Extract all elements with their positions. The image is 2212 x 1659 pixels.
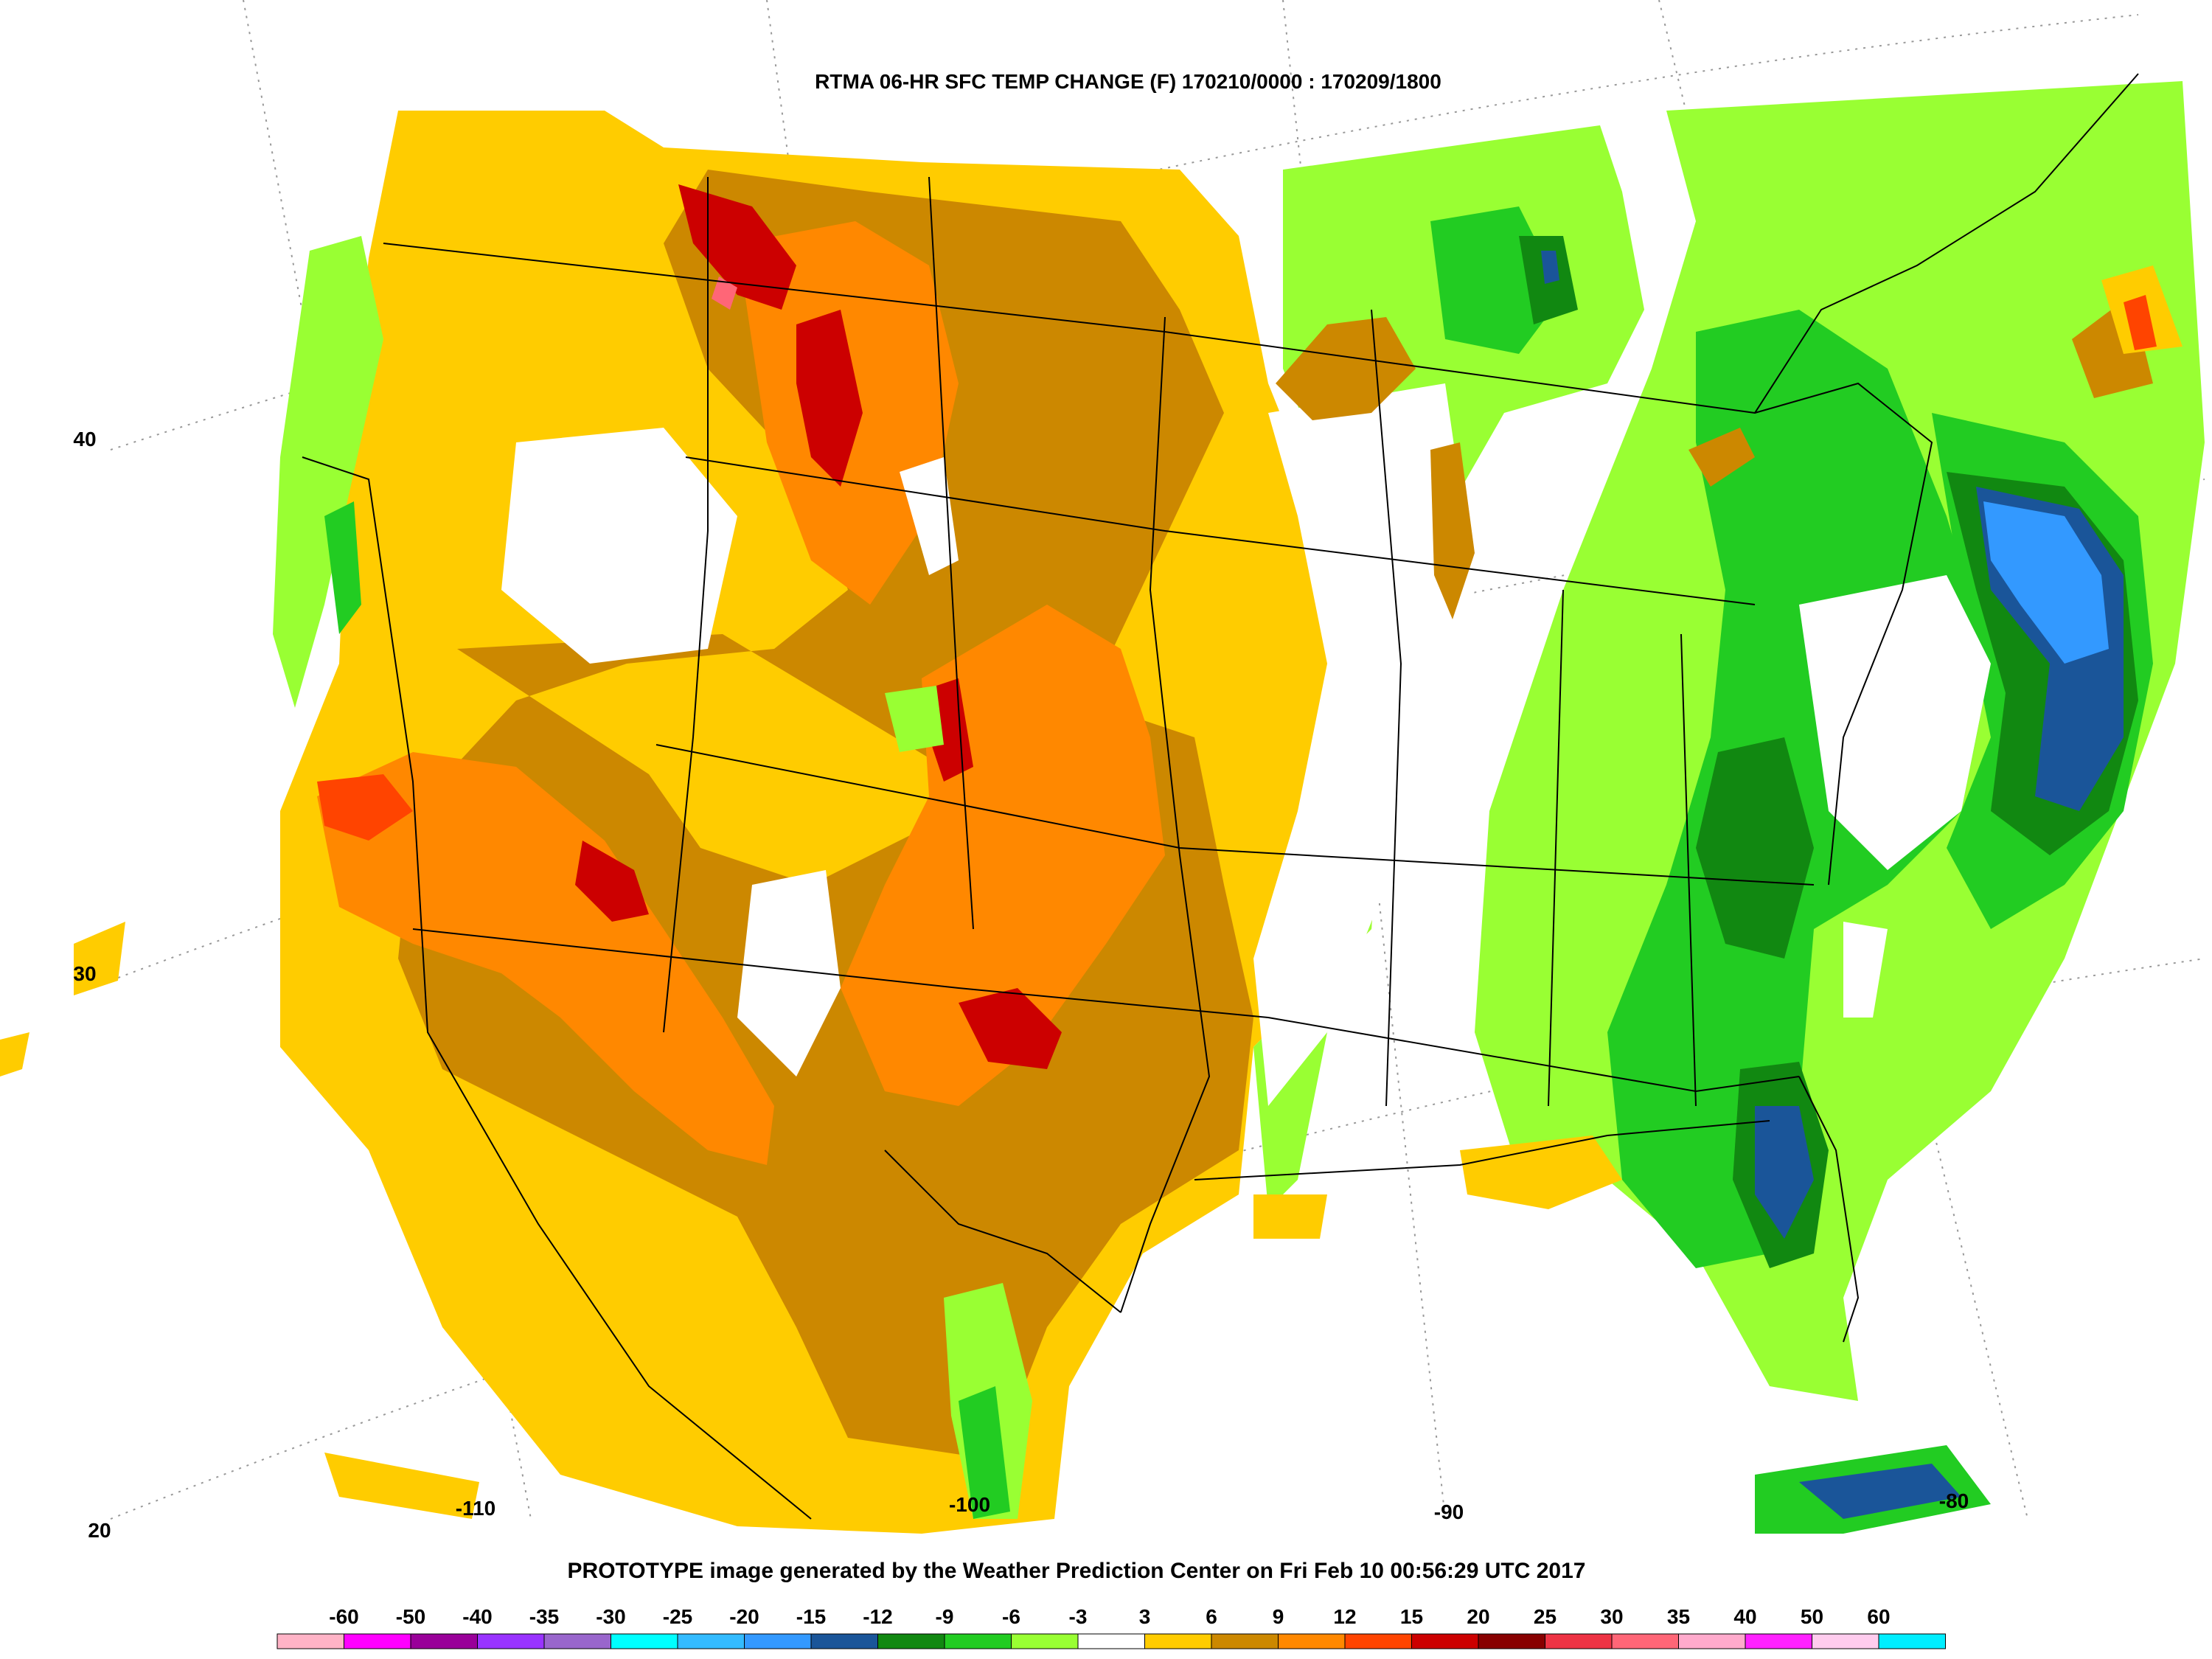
- neutral-patches: [501, 428, 959, 1077]
- warming-offshore-hotspot: [2124, 295, 2157, 350]
- colorbar-swatch: [944, 1633, 1012, 1649]
- colorbar-label: -60: [329, 1605, 358, 1628]
- colorbar-swatch: [877, 1633, 945, 1649]
- colorbar-label: -30: [596, 1605, 625, 1628]
- colorbar-label: 20: [1467, 1605, 1489, 1628]
- colorbar-label: -40: [462, 1605, 492, 1628]
- lon-label-100: -100: [949, 1493, 990, 1516]
- colorbar-label: 3: [1139, 1605, 1151, 1628]
- colorbar-label: 6: [1206, 1605, 1217, 1628]
- colorbar-swatch: [1011, 1633, 1079, 1649]
- colorbar-swatch: [1678, 1633, 1746, 1649]
- warming-region-west: [280, 111, 1386, 1534]
- lat-label-20: 20: [88, 1519, 111, 1542]
- lon-label-90: -90: [1434, 1500, 1464, 1523]
- colorbar-swatch: [410, 1633, 478, 1649]
- colorbar-swatch: [543, 1633, 611, 1649]
- neutral-central: [1253, 383, 1991, 1106]
- colorbar-label: -3: [1069, 1605, 1088, 1628]
- colorbar-swatch: [1278, 1633, 1346, 1649]
- warming-gulf: [0, 265, 2183, 1519]
- colorbar-label: 25: [1534, 1605, 1557, 1628]
- colorbar-label: 15: [1400, 1605, 1423, 1628]
- colorbar-swatch: [611, 1633, 678, 1649]
- colorbar-swatch: [1545, 1633, 1613, 1649]
- colorbar-label: -20: [729, 1605, 759, 1628]
- colorbar-swatch: [1077, 1633, 1145, 1649]
- colorbar-swatch: [1411, 1633, 1479, 1649]
- colorbar-label: 35: [1667, 1605, 1690, 1628]
- colorbar-label: 30: [1600, 1605, 1623, 1628]
- colorbar-label: -6: [1002, 1605, 1020, 1628]
- colorbar-swatch: [1745, 1633, 1812, 1649]
- colorbar: -60 -50 -40 -35 -30 -25 -20 -15 -12 -9 -6 -3 3 6 9 12 15…: [276, 1605, 1946, 1649]
- colorbar-swatch: [1878, 1633, 1946, 1649]
- colorbar-swatch: [744, 1633, 812, 1649]
- colorbar-swatch: [276, 1633, 344, 1649]
- colorbar-label: 50: [1801, 1605, 1823, 1628]
- colorbar-swatch: [1611, 1633, 1679, 1649]
- cooling-region-west-coast: [273, 236, 1032, 1519]
- colorbar-swatch: [1812, 1633, 1879, 1649]
- colorbar-label: 9: [1273, 1605, 1284, 1628]
- colorbar-label: -12: [863, 1605, 892, 1628]
- colorbar-label: 12: [1333, 1605, 1356, 1628]
- colorbar-swatch: [1344, 1633, 1412, 1649]
- colorbar-label: -15: [796, 1605, 826, 1628]
- colorbar-label: 40: [1733, 1605, 1756, 1628]
- map-title: RTMA 06-HR SFC TEMP CHANGE (F) 170210/00…: [815, 70, 1441, 93]
- colorbar-label: 60: [1867, 1605, 1890, 1628]
- colorbar-label: -25: [663, 1605, 692, 1628]
- lat-label-30: 30: [73, 962, 96, 985]
- colorbar-swatch: [477, 1633, 545, 1649]
- footer-credit: PROTOTYPE image generated by the Weather…: [568, 1559, 1586, 1583]
- colorbar-swatch: [1478, 1633, 1545, 1649]
- colorbar-swatch: [1211, 1633, 1279, 1649]
- lat-label-40: 40: [73, 428, 96, 451]
- colorbar-swatch: [677, 1633, 745, 1649]
- colorbar-label: -35: [529, 1605, 559, 1628]
- colorbar-label: -50: [396, 1605, 425, 1628]
- warming-lakes-offshore: [1276, 295, 2153, 619]
- lon-label-80: -80: [1939, 1489, 1969, 1512]
- colorbar-label: -9: [936, 1605, 954, 1628]
- colorbar-swatch: [810, 1633, 878, 1649]
- boundary-lines: [302, 73, 2139, 1520]
- colorbar-swatch: [344, 1633, 411, 1649]
- lon-label-110: -110: [456, 1497, 496, 1520]
- colorbar-swatch: [1144, 1633, 1212, 1649]
